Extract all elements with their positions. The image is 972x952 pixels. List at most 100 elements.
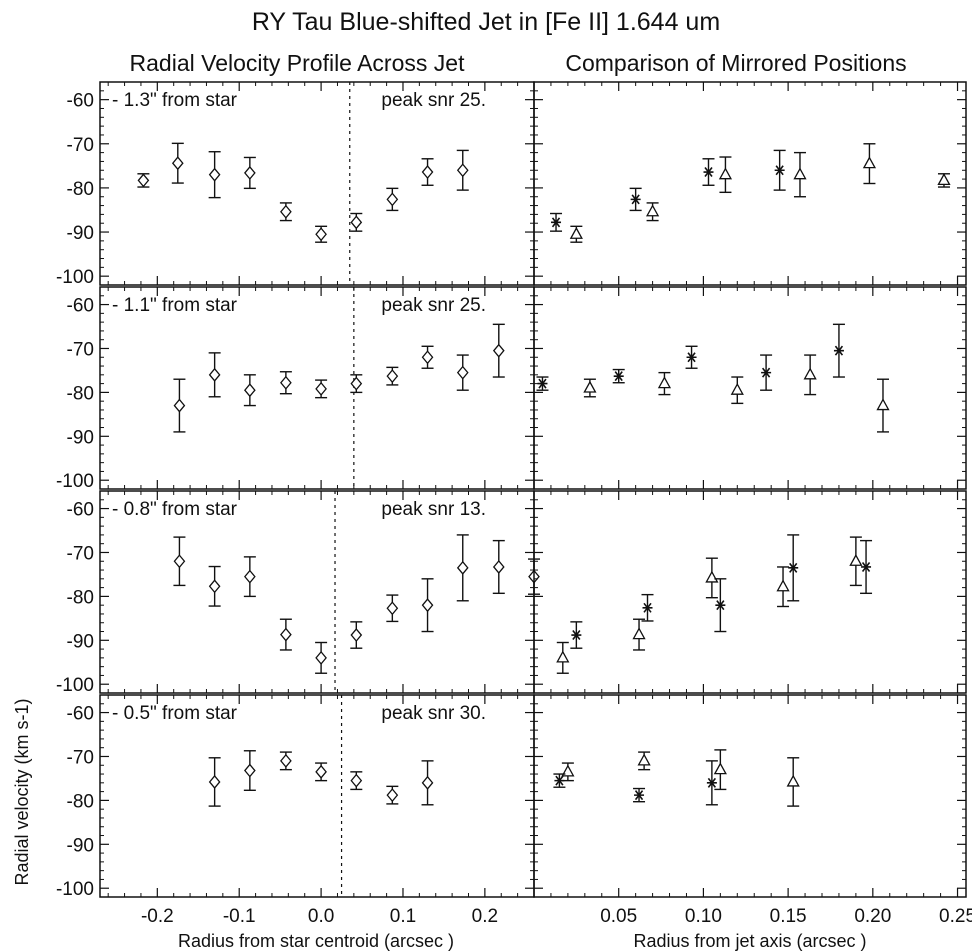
y-tick-label: -100 xyxy=(56,267,94,288)
panel-right-3 xyxy=(533,490,967,694)
snr-annotation: peak snr 25. xyxy=(381,295,486,316)
x-tick-label: 0.1 xyxy=(390,906,416,927)
triangle-marker xyxy=(705,570,719,583)
triangle-marker xyxy=(645,204,660,217)
diamond-marker xyxy=(315,227,327,242)
panel-frame xyxy=(533,694,967,898)
star-marker xyxy=(551,217,562,228)
panels: -60 -70 -80 -90 -100 - 1.3" from star peak snr… xyxy=(56,81,972,927)
diamond-marker xyxy=(350,773,363,788)
diamond-marker xyxy=(171,156,184,171)
x-tick-label: 0.05 xyxy=(600,906,637,927)
y-tick-label: -90 xyxy=(67,223,94,244)
offset-annotation: - 0.5" from star xyxy=(112,703,238,724)
panel-left-3: -60 -70 -80 -90 -100 - 0.8" from star peak snr… xyxy=(56,490,540,696)
diamond-marker xyxy=(315,650,327,665)
x-tick-label: 0.20 xyxy=(854,906,891,927)
star-marker xyxy=(774,165,785,176)
star-marker xyxy=(630,194,641,205)
triangle-marker xyxy=(713,762,727,775)
diamond-marker xyxy=(386,369,399,384)
triangle-marker xyxy=(556,650,570,663)
panel-right-1 xyxy=(533,81,967,286)
star-marker xyxy=(788,562,799,573)
diamond-marker xyxy=(421,598,434,613)
diamond-marker xyxy=(386,601,399,616)
snr-annotation: peak snr 25. xyxy=(381,90,486,111)
diamond-marker xyxy=(492,343,505,358)
triangle-marker xyxy=(637,753,651,766)
diamond-marker xyxy=(244,383,256,398)
star-marker xyxy=(554,775,565,786)
diamond-marker xyxy=(208,367,221,382)
y-tick-label: -80 xyxy=(67,791,94,812)
diamond-marker xyxy=(456,365,469,380)
diamond-marker xyxy=(244,165,256,180)
diamond-marker xyxy=(386,788,399,803)
snr-annotation: peak snr 13. xyxy=(381,499,486,520)
diamond-marker xyxy=(386,192,399,207)
star-marker xyxy=(686,352,697,363)
panel-right-4: 0.05 0.10 0.15 0.20 0.25 xyxy=(533,694,972,927)
right-x-axis-label: Radius from jet axis (arcsec ) xyxy=(633,931,866,951)
x-tick-label: -0.2 xyxy=(141,906,174,927)
y-tick-label: -90 xyxy=(67,427,94,448)
panel-frame xyxy=(99,490,535,694)
star-marker xyxy=(571,630,582,641)
x-tick-label: 0.25 xyxy=(939,906,972,927)
x-tick-label: 0.2 xyxy=(472,906,498,927)
diamond-marker xyxy=(280,753,292,768)
diamond-marker xyxy=(173,554,186,569)
y-tick-label: -70 xyxy=(67,339,94,360)
panel-frame xyxy=(99,694,535,898)
diamond-marker xyxy=(137,173,150,188)
offset-annotation: - 1.1" from star xyxy=(112,295,238,316)
y-tick-label: -70 xyxy=(67,135,94,156)
panel-left-4: -60 -70 -80 -90 -100 -0.2 -0.1 0.0 0.1 0.2 - 0.5" … xyxy=(56,694,535,927)
star-marker xyxy=(861,561,872,572)
y-tick-label: -80 xyxy=(67,587,94,608)
triangle-marker xyxy=(849,553,863,566)
y-axis-label: Radial velocity (km s-1) xyxy=(12,698,32,885)
diamond-marker xyxy=(280,627,292,642)
star-marker xyxy=(706,777,717,788)
diamond-marker xyxy=(208,167,221,182)
triangle-marker xyxy=(793,167,807,180)
left-x-axis-label: Radius from star centroid (arcsec ) xyxy=(178,931,454,951)
triangle-marker xyxy=(937,173,951,186)
triangle-marker xyxy=(718,167,733,180)
snr-annotation: peak snr 30. xyxy=(381,703,486,724)
diamond-marker xyxy=(350,376,363,391)
y-tick-label: -90 xyxy=(67,835,94,856)
y-tick-label: -60 xyxy=(67,704,94,725)
y-tick-label: -70 xyxy=(67,543,94,564)
triangle-marker xyxy=(583,380,597,393)
y-tick-label: -80 xyxy=(67,383,94,404)
triangle-marker xyxy=(786,774,800,787)
diamond-marker xyxy=(492,559,505,574)
triangle-marker xyxy=(862,156,877,169)
diamond-marker xyxy=(315,764,327,779)
y-tick-label: -60 xyxy=(67,500,94,521)
offset-annotation: - 0.8" from star xyxy=(112,499,238,520)
y-tick-label: -60 xyxy=(67,91,94,112)
y-tick-label: -70 xyxy=(67,747,94,768)
y-tick-label: -90 xyxy=(67,631,94,652)
y-tick-label: -80 xyxy=(67,179,94,200)
star-marker xyxy=(537,378,548,389)
panel-frame xyxy=(533,81,967,286)
x-tick-label: 0.15 xyxy=(770,906,807,927)
diamond-marker xyxy=(280,375,292,390)
star-marker xyxy=(634,790,645,801)
panel-left-2: -60 -70 -80 -90 -100 - 1.1" from star peak snr… xyxy=(56,286,535,492)
panel-frame xyxy=(99,81,535,286)
diamond-marker xyxy=(421,775,434,790)
star-marker xyxy=(715,600,726,611)
x-tick-label: -0.1 xyxy=(223,906,256,927)
diamond-marker xyxy=(421,350,434,365)
triangle-marker xyxy=(632,627,646,640)
diamond-marker xyxy=(208,774,221,789)
triangle-marker xyxy=(657,376,672,389)
diamond-marker xyxy=(350,215,363,230)
diamond-marker xyxy=(315,381,327,396)
